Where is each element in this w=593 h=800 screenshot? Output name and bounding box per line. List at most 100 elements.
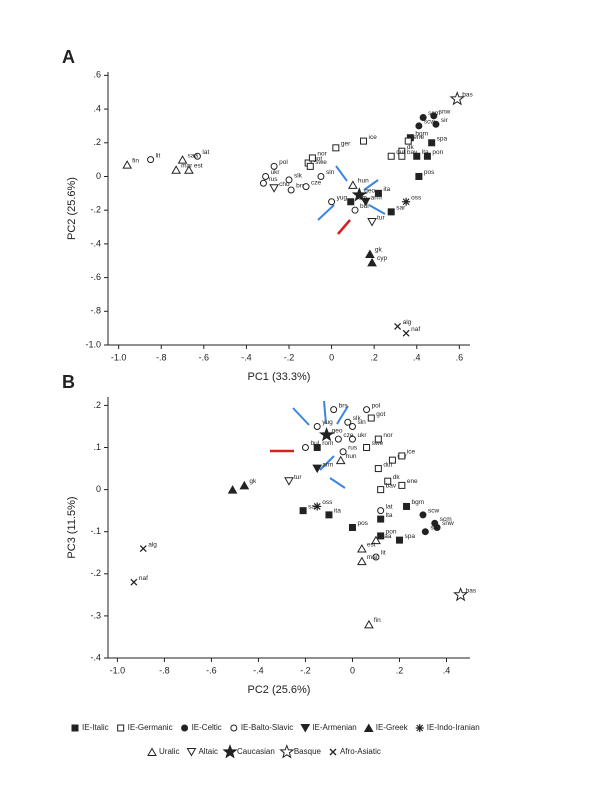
point-label: geo: [364, 188, 375, 195]
point-label: fin: [374, 617, 381, 624]
x-tick-label: .2: [370, 352, 378, 362]
point-label: lit: [156, 152, 161, 159]
point: [372, 553, 380, 561]
point: [348, 422, 356, 430]
point: [403, 502, 411, 510]
point: [387, 208, 395, 216]
point-label: pon: [386, 529, 397, 536]
point: [302, 183, 310, 191]
point-label: sln: [326, 169, 335, 176]
y-tick-label: -.4: [90, 238, 101, 248]
point-label: dk: [407, 144, 415, 151]
point-label: cyp: [377, 255, 388, 262]
legend-marker: [186, 748, 197, 757]
point: [432, 120, 440, 128]
point: [374, 435, 382, 443]
point-label: sir: [430, 524, 438, 531]
x-tick-label: -.6: [199, 352, 210, 362]
legend-marker: [117, 724, 125, 732]
point: [308, 154, 316, 162]
legend-label: IE-Greek: [376, 723, 409, 732]
point: [357, 544, 367, 553]
point: [398, 152, 406, 160]
point: [330, 406, 338, 414]
x-tick-label: .4: [413, 352, 421, 362]
point-label: ita: [334, 508, 341, 515]
point-label: arm: [371, 194, 382, 201]
point: [388, 456, 396, 464]
point-label: sir: [441, 117, 449, 124]
point: [122, 160, 133, 169]
x-tick-label: -1.0: [111, 352, 127, 362]
point: [404, 137, 412, 145]
y-tick-label: .4: [93, 103, 101, 113]
x-tick-label: .4: [443, 665, 451, 675]
point-label: pos: [357, 520, 368, 527]
y-tick-label: -.2: [90, 568, 101, 578]
x-tick-label: -.2: [300, 665, 311, 675]
point-label: ita: [383, 186, 390, 193]
point: [402, 197, 411, 206]
point-label: est: [367, 541, 376, 548]
point-label: nor: [317, 151, 327, 158]
point-label: rus: [348, 444, 358, 451]
point-label: bav: [407, 149, 418, 156]
legend: IE-Italic IE-Germanic IE-Celtic IE-Balto-Sl…: [71, 723, 480, 759]
arrow: [323, 400, 327, 425]
point-label: lta: [422, 149, 429, 156]
point: [287, 186, 295, 194]
panel-label: A: [62, 47, 75, 67]
arrow: [368, 204, 386, 215]
point-label: slk: [294, 173, 303, 180]
point-label: ene: [407, 478, 418, 485]
point-label: sar: [396, 205, 406, 212]
point-label: scw: [424, 119, 436, 126]
point-label: naf: [411, 326, 420, 333]
legend-label: IE-Celtic: [192, 723, 222, 732]
point: [193, 152, 201, 160]
point-label: spa: [404, 533, 415, 540]
point-label: bgm: [412, 499, 425, 506]
arrow: [363, 179, 379, 191]
point: [312, 464, 323, 474]
point-label: ger: [341, 141, 351, 148]
point: [347, 198, 355, 206]
legend-marker: [363, 723, 374, 732]
legend-label: IE-Italic: [82, 723, 109, 732]
x-tick-label: .6: [456, 352, 464, 362]
point-label: dk: [393, 474, 401, 481]
point-label: gk: [249, 478, 257, 485]
legend-marker: [222, 744, 238, 759]
point-label: scw: [428, 508, 440, 515]
point: [415, 122, 423, 130]
point: [419, 114, 427, 121]
point-label: alg: [403, 319, 412, 326]
y-tick-label: -.4: [90, 652, 101, 662]
point-label: bgm: [415, 130, 428, 137]
point: [319, 426, 335, 442]
legend-label: IE-Indo-Iranian: [427, 723, 480, 732]
point-label: saa: [188, 152, 199, 159]
point-label: est: [194, 162, 203, 169]
legend-marker: [279, 744, 295, 759]
point: [398, 481, 406, 489]
x-tick-label: -.8: [156, 352, 167, 362]
point-label: swe: [372, 440, 384, 447]
point-label: bav: [386, 482, 397, 489]
point: [430, 112, 438, 120]
point: [433, 524, 441, 531]
scatter-chart: B PC2 (25.6%) PC3 (11.5%) -1.0 -.8 -.6 -.4 -.2 0…: [62, 372, 477, 696]
panel-label: B: [62, 372, 75, 392]
point: [357, 556, 367, 566]
point: [360, 197, 371, 207]
y-tick-label: .6: [93, 70, 101, 80]
point-label: bas: [466, 588, 477, 595]
point: [348, 435, 356, 443]
point: [239, 480, 250, 490]
point-label: hun: [346, 453, 357, 460]
point-label: brs: [296, 183, 306, 190]
point: [227, 485, 238, 494]
x-axis-label: PC1 (33.3%): [248, 371, 311, 383]
point-label: snw: [442, 520, 454, 527]
legend-marker: [300, 724, 311, 733]
